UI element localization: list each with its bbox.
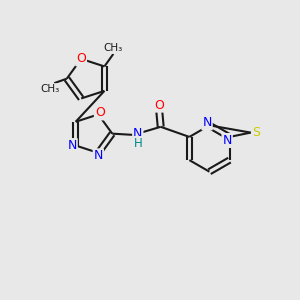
Text: N: N bbox=[223, 134, 232, 147]
Text: N: N bbox=[202, 116, 212, 130]
Text: O: O bbox=[76, 52, 86, 65]
Text: O: O bbox=[95, 106, 105, 119]
Text: S: S bbox=[252, 126, 260, 139]
Text: CH₃: CH₃ bbox=[40, 84, 59, 94]
Text: CH₃: CH₃ bbox=[104, 43, 123, 53]
Text: N: N bbox=[94, 149, 103, 162]
Text: O: O bbox=[154, 99, 164, 112]
Text: N: N bbox=[133, 127, 142, 140]
Text: H: H bbox=[134, 137, 142, 150]
Text: N: N bbox=[68, 139, 77, 152]
